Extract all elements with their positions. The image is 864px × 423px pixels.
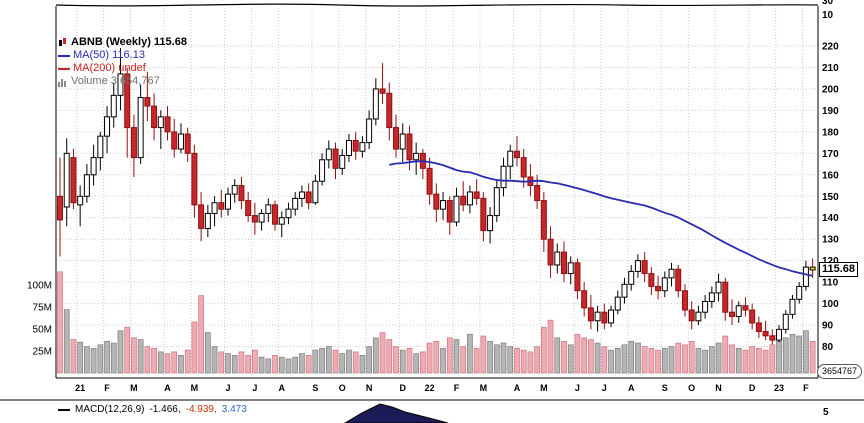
svg-text:F: F — [454, 383, 460, 393]
svg-text:A: A — [164, 383, 171, 393]
svg-text:F: F — [803, 383, 809, 393]
legend-volume-label: Volume 3,654,767 — [71, 75, 160, 87]
legend-ma200-row: MA(200) undef — [58, 62, 187, 75]
volume-axis: 100M 75M 50M 25M — [27, 281, 52, 358]
svg-text:A: A — [514, 383, 521, 393]
last-volume-callout: 3654767 — [817, 364, 863, 379]
legend-symbol-label: ABNB (Weekly) 115.68 — [71, 36, 187, 48]
svg-text:120: 120 — [822, 256, 839, 267]
svg-text:O: O — [688, 383, 695, 393]
macd-line-swatch — [58, 408, 70, 411]
svg-text:F: F — [104, 383, 110, 393]
legend-ma50-row: MA(50) 116.13 — [58, 49, 187, 62]
svg-text:M: M — [540, 383, 548, 393]
svg-text:M: M — [130, 383, 138, 393]
svg-text:140: 140 — [822, 213, 839, 224]
svg-text:190: 190 — [822, 106, 839, 117]
svg-text:23: 23 — [774, 383, 784, 393]
svg-text:A: A — [279, 383, 286, 393]
macd-legend: MACD(12,26,9) -1.466, -4.939, 3.473 — [58, 404, 247, 415]
macd-signal-value: -4.939, — [185, 404, 217, 415]
svg-text:S: S — [662, 383, 668, 393]
last-price-callout: 115.68 — [819, 262, 859, 277]
svg-text:D: D — [399, 383, 406, 393]
macd-histogram-value: 3.473 — [221, 404, 247, 415]
legend-volume-row: Volume 3,654,767 — [58, 75, 187, 88]
volume-bars — [57, 271, 816, 374]
macd-label: MACD(12,26,9) — [75, 404, 145, 415]
macd-value: -1.466, — [149, 404, 181, 415]
price-axis: 220 210 200 190 180 170 160 150 140 130 120 110 100 9… — [822, 42, 839, 375]
panel-frame — [0, 3, 864, 401]
svg-text:160: 160 — [822, 170, 839, 181]
svg-text:25M: 25M — [33, 347, 52, 358]
ma200-line-swatch — [58, 67, 70, 70]
svg-text:A: A — [628, 383, 635, 393]
candlestick-icon — [59, 38, 66, 46]
svg-text:150: 150 — [822, 192, 839, 203]
volume-icon — [58, 78, 66, 87]
svg-text:S: S — [312, 383, 318, 393]
svg-text:220: 220 — [822, 42, 839, 53]
svg-text:J: J — [602, 383, 607, 393]
svg-text:N: N — [715, 383, 722, 393]
macd-axis-tick: 5 — [823, 407, 829, 418]
svg-text:200: 200 — [822, 84, 839, 95]
svg-text:J: J — [575, 383, 580, 393]
svg-text:75M: 75M — [33, 303, 52, 314]
svg-text:J: J — [252, 383, 257, 393]
svg-text:50M: 50M — [33, 325, 52, 336]
svg-text:100M: 100M — [27, 281, 52, 292]
svg-text:J: J — [225, 383, 230, 393]
macd-histogram — [344, 403, 449, 423]
svg-text:180: 180 — [822, 127, 839, 138]
svg-text:M: M — [480, 383, 488, 393]
chart-legend: ABNB (Weekly) 115.68 MA(50) 116.13 MA(20… — [58, 36, 187, 88]
svg-text:D: D — [749, 383, 756, 393]
svg-text:90: 90 — [822, 321, 834, 332]
svg-text:O: O — [339, 383, 346, 393]
legend-ma50-label: MA(50) 116.13 — [73, 49, 145, 61]
svg-text:M: M — [191, 383, 199, 393]
svg-text:170: 170 — [822, 149, 839, 160]
svg-text:130: 130 — [822, 235, 839, 246]
ma50-line-swatch — [58, 54, 70, 57]
svg-text:110: 110 — [822, 278, 839, 289]
svg-text:100: 100 — [822, 299, 839, 310]
upper-panel-tick-30: 30 — [822, 0, 834, 7]
svg-text:21: 21 — [75, 383, 85, 393]
ma50-line — [389, 160, 813, 277]
svg-text:210: 210 — [822, 63, 839, 74]
svg-text:22: 22 — [425, 383, 435, 393]
candlesticks — [57, 48, 816, 345]
legend-symbol-row: ABNB (Weekly) 115.68 — [58, 36, 187, 49]
svg-text:N: N — [366, 383, 373, 393]
svg-text:80: 80 — [822, 342, 834, 353]
x-axis: 21 F M A M J J A S O N D 22 F M A M J J A S O N D 23 F — [75, 383, 809, 393]
legend-ma200-label: MA(200) undef — [73, 62, 146, 74]
upper-panel-tick-10: 10 — [822, 10, 834, 21]
